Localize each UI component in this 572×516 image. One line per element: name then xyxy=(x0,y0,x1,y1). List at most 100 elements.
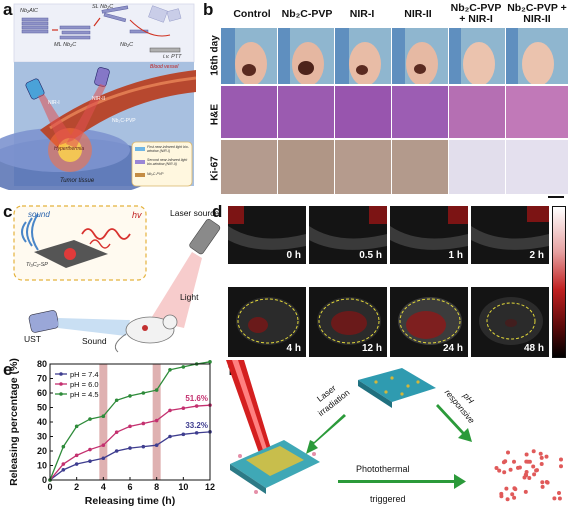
released-dot xyxy=(512,459,516,464)
label-nb2c-pvp-a: Nb₂C-PVP xyxy=(112,118,136,124)
panel-a: Nb₂AlC ML Nb₂C SL Nb₂C Nb₂C i.v. PTT Blo… xyxy=(0,0,196,190)
released-dot xyxy=(497,468,502,473)
panel-label-a: a xyxy=(3,0,13,19)
legend-marker-1 xyxy=(59,382,63,386)
released-dot xyxy=(532,472,537,477)
y-tick-label-2: 20 xyxy=(37,446,47,456)
y-tick-label-7: 70 xyxy=(37,374,47,384)
ki67-control xyxy=(221,140,277,194)
label-hyperthermia: Hyperthermia xyxy=(54,146,85,152)
legend-label-0: pH = 7.4 xyxy=(70,370,99,379)
label-sl-nb2c: SL Nb₂C xyxy=(92,4,114,10)
series-line-0 xyxy=(49,431,211,481)
panel-label-c: c xyxy=(3,202,13,221)
released-dot xyxy=(503,459,508,464)
panel-label-e: e xyxy=(3,360,13,379)
panel-f: Laser irradiation pH responsive Photothe… xyxy=(226,360,572,516)
released-dot xyxy=(502,470,507,475)
ki67-nir2 xyxy=(392,140,448,194)
mouse-photo-nir2 xyxy=(392,28,448,84)
released-dot xyxy=(540,480,545,485)
series-1-point-1 xyxy=(61,462,66,466)
he-nb2c-pvp xyxy=(278,86,334,138)
he-nir1 xyxy=(335,86,391,138)
released-dot xyxy=(524,470,529,474)
series-1-point-2 xyxy=(74,453,79,458)
series-0-point-11 xyxy=(194,431,199,435)
label-light: Light xyxy=(180,292,199,302)
us-image-1h: 1 h xyxy=(390,206,468,264)
legend-label-1: pH = 6.0 xyxy=(70,380,99,389)
series-line-1 xyxy=(49,404,211,481)
x-tick-label-6: 12 xyxy=(205,482,215,492)
series-1-point-7 xyxy=(141,421,146,426)
panel-c: sound hv Ti₃C₂-SP Laser source Light UST… xyxy=(0,200,225,360)
time-label-24h: 24 h xyxy=(442,343,463,354)
panel-a-illustration xyxy=(0,3,196,190)
x-axis-label: Releasing time (h) xyxy=(85,495,175,507)
mouse-photo-nir1 xyxy=(335,28,391,84)
released-dot xyxy=(531,449,536,454)
he-nb2c-pvp-nir1 xyxy=(449,86,505,138)
y-tick-label-3: 30 xyxy=(37,432,47,442)
series-0-point-9 xyxy=(168,434,172,439)
series-2-point-12 xyxy=(208,360,212,364)
released-dot xyxy=(557,496,562,501)
y-tick-label-5: 50 xyxy=(37,403,47,413)
released-dot xyxy=(508,467,513,472)
legend-item-3: Nb₂C-PVP xyxy=(147,172,164,176)
released-dot xyxy=(512,495,517,500)
he-nb2c-pvp-nir2 xyxy=(506,86,568,138)
released-dot xyxy=(512,486,517,491)
mouse-photo-nb2c-pvp xyxy=(278,28,334,84)
he-nir2 xyxy=(392,86,448,138)
time-label-2h: 2 h xyxy=(529,250,544,261)
time-label-48h: 48 h xyxy=(523,343,544,354)
released-dot xyxy=(544,480,549,484)
series-1-point-4 xyxy=(101,443,106,447)
time-label-0h: 0 h xyxy=(286,250,301,261)
released-dot xyxy=(506,450,510,455)
series-0-point-6 xyxy=(128,446,132,450)
us-image-0-5h: 0.5 h xyxy=(309,206,387,264)
x-tick-label-1: 2 xyxy=(74,482,79,492)
label-material: Ti₃C₂-SP xyxy=(26,262,48,268)
label-triggered: triggered xyxy=(370,494,406,504)
laser-interval-0 xyxy=(99,364,108,480)
col-header-nir1: NIR-I xyxy=(349,8,375,20)
row-label-ki67: Ki-67 xyxy=(209,156,221,181)
us-image-24h: 24 h xyxy=(390,287,468,357)
legend-item-1: First near-infrared light bio-window (NI… xyxy=(147,145,189,153)
ki67-nir1 xyxy=(335,140,391,194)
us-image-4h: 4 h xyxy=(228,287,306,357)
y-tick-label-0: 0 xyxy=(42,475,47,485)
panel-e: 33.2% 51.6% 81.5% 0 2 4 6 8 10 12 0 10 20 30 40 50 60 70… xyxy=(0,358,222,516)
label-nir1: NIR-I xyxy=(48,100,60,106)
row-label-16th-day: 16th day xyxy=(209,35,221,76)
released-dot xyxy=(539,455,544,460)
panel-c-illustration xyxy=(13,205,221,353)
time-label-0-5h: 0.5 h xyxy=(359,250,382,261)
panel-label-b: b xyxy=(203,0,214,19)
x-tick-label-4: 8 xyxy=(154,482,159,492)
label-ml-nb2c: ML Nb₂C xyxy=(54,42,77,48)
x-tick-label-5: 10 xyxy=(178,482,188,492)
released-dot xyxy=(535,468,539,473)
label-photothermal: Photothermal xyxy=(356,464,410,474)
series-2-point-2 xyxy=(74,424,79,429)
series-0-point-3 xyxy=(88,459,92,463)
released-dot xyxy=(544,454,549,459)
released-dot xyxy=(494,466,499,470)
scale-bar xyxy=(548,196,564,198)
legend-marker-2 xyxy=(59,392,63,396)
series-2-point-10 xyxy=(181,365,186,369)
series-1-point-8 xyxy=(154,418,159,423)
label-sound: Sound xyxy=(82,336,107,346)
series-2-point-1 xyxy=(61,444,66,449)
label-hv: hv xyxy=(132,210,142,220)
series-1-point-9 xyxy=(168,408,172,413)
released-dot xyxy=(552,496,557,501)
end-label-2: 81.5% xyxy=(185,358,208,360)
released-dot xyxy=(538,451,543,456)
mouse-photo-nb2c-pvp-nir2 xyxy=(506,28,568,84)
